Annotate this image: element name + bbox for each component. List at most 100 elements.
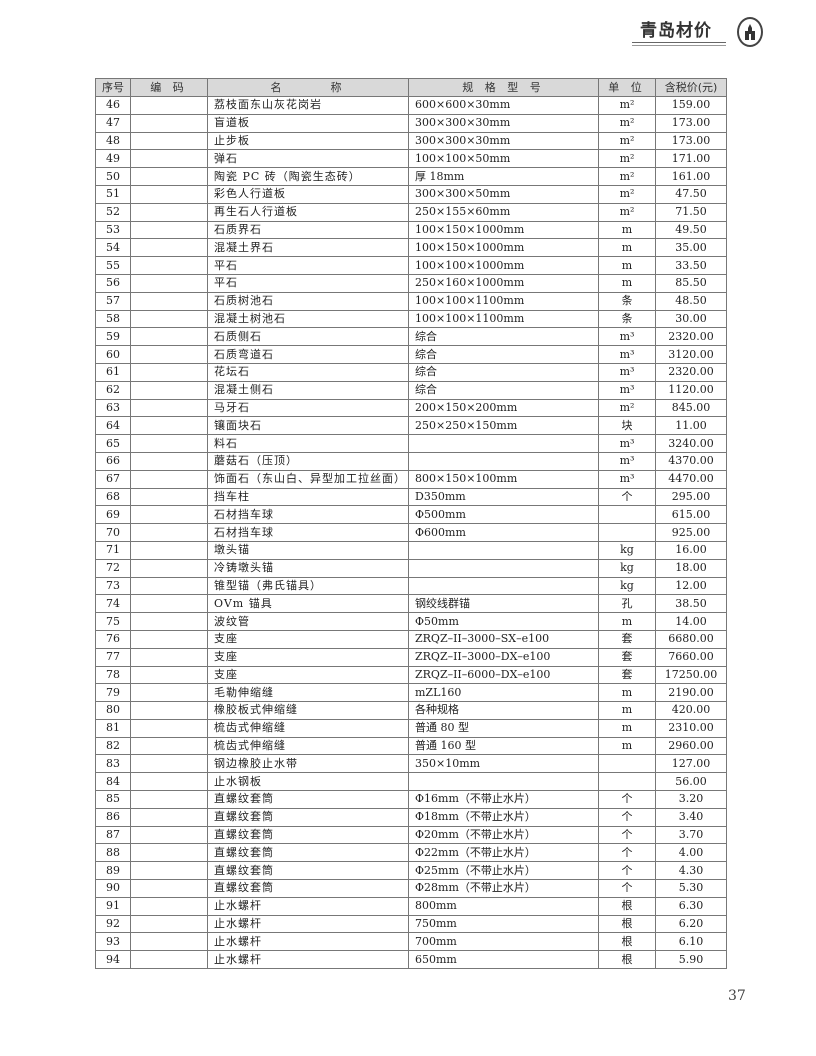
- table-row: 47 盲道板 300×300×30mm m² 173.00: [95, 113, 727, 133]
- cell-price: 3240.00: [655, 434, 727, 453]
- cell-price: 3.40: [655, 807, 727, 827]
- cell-spec: 250×160×1000mm: [408, 273, 599, 293]
- table-row: 83 钢边橡胶止水带 350×10mm 127.00: [95, 754, 727, 774]
- cell-spec: Φ600mm: [408, 523, 599, 542]
- cell-spec: 300×300×30mm: [408, 113, 599, 133]
- table-row: 60 石质弯道石 综合 m³ 3120.00: [95, 345, 727, 364]
- cell-unit: m: [598, 701, 656, 720]
- cell-spec: 800×150×100mm: [408, 469, 599, 489]
- cell-price: 4.00: [655, 843, 727, 863]
- cell-code: [130, 149, 208, 169]
- cell-name: 梳齿式伸缩缝: [207, 718, 409, 738]
- table-row: 50 陶瓷 PC 砖（陶瓷生态砖）厚 18mm m² 161.00: [95, 167, 727, 186]
- cell-spec: Φ500mm: [408, 505, 599, 525]
- cell-index: 68: [95, 487, 131, 507]
- cell-price: 420.00: [655, 701, 727, 720]
- table-row: 46 荔枝面东山灰花岗岩 600×600×30mm m² 159.00: [95, 96, 727, 115]
- cell-index: 74: [95, 594, 131, 614]
- cell-unit: [598, 505, 656, 525]
- cell-name: 盲道板: [207, 113, 409, 133]
- cell-spec: Φ25mm（不带止水片）: [408, 861, 599, 881]
- table-row: 72 冷铸墩头锚 kg 18.00: [95, 558, 727, 578]
- cell-name: 石质树池石: [207, 291, 409, 311]
- table-row: 61 花坛石 综合 m³ 2320.00: [95, 362, 727, 382]
- cell-code: [130, 327, 208, 347]
- cell-name: 马牙石: [207, 398, 409, 418]
- cell-unit: m: [598, 238, 656, 258]
- cell-unit: 条: [598, 291, 656, 311]
- cell-name: 锥型锚（弗氏锚具）: [207, 576, 409, 596]
- cell-unit: m: [598, 273, 656, 293]
- cell-price: 11.00: [655, 416, 727, 436]
- cell-price: 5.30: [655, 879, 727, 898]
- cell-price: 38.50: [655, 594, 727, 614]
- header-code: 编 码: [130, 78, 208, 97]
- cell-name: 直螺纹套筒: [207, 807, 409, 827]
- cell-unit: m²: [598, 96, 656, 115]
- table-row: 87 直螺纹套筒 Φ20mm（不带止水片）个 3.70: [95, 825, 727, 845]
- cell-price: 845.00: [655, 398, 727, 418]
- table-row: 77 支座 ZRQZ–II–3000–DX–e100 套 7660.00: [95, 647, 727, 667]
- cell-spec: [408, 558, 599, 578]
- cell-spec: ZRQZ–II–3000–DX–e100: [408, 647, 599, 667]
- table-row: 78 支座 ZRQZ–II–6000–DX–e100 套 17250.00: [95, 665, 727, 685]
- cell-spec: 650mm: [408, 950, 599, 970]
- cell-code: [130, 879, 208, 898]
- cell-unit: m: [598, 256, 656, 275]
- brand-underline: [632, 42, 726, 46]
- cell-index: 79: [95, 683, 131, 703]
- cell-price: 47.50: [655, 184, 727, 204]
- cell-spec: [408, 451, 599, 471]
- table-row: 59 石质侧石 综合 m³ 2320.00: [95, 327, 727, 347]
- cell-unit: m³: [598, 345, 656, 364]
- cell-index: 77: [95, 647, 131, 667]
- cell-spec: [408, 540, 599, 560]
- cell-code: [130, 434, 208, 453]
- cell-code: [130, 683, 208, 703]
- cell-unit: [598, 772, 656, 792]
- table-row: 76 支座 ZRQZ–II–3000–SX–e100 套 6680.00: [95, 629, 727, 649]
- cell-spec: 100×150×1000mm: [408, 220, 599, 240]
- cell-code: [130, 932, 208, 952]
- table-row: 65 料石 m³ 3240.00: [95, 434, 727, 453]
- cell-name: 混凝土树池石: [207, 309, 409, 329]
- cell-index: 52: [95, 202, 131, 222]
- cell-code: [130, 612, 208, 631]
- table-row: 89 直螺纹套筒 Φ25mm（不带止水片）个 4.30: [95, 861, 727, 881]
- cell-code: [130, 914, 208, 934]
- table-row: 48 止步板 300×300×30mm m² 173.00: [95, 131, 727, 151]
- cell-spec: Φ28mm（不带止水片）: [408, 879, 599, 898]
- cell-price: 85.50: [655, 273, 727, 293]
- cell-code: [130, 505, 208, 525]
- cell-name: 石材挡车球: [207, 505, 409, 525]
- cell-code: [130, 647, 208, 667]
- cell-spec: 厚 18mm: [408, 167, 599, 186]
- cell-price: 1120.00: [655, 380, 727, 400]
- table-row: 91 止水螺杆 800mm 根 6.30: [95, 896, 727, 916]
- cell-name: 橡胶板式伸缩缝: [207, 701, 409, 720]
- cell-price: 49.50: [655, 220, 727, 240]
- cell-spec: 综合: [408, 345, 599, 364]
- cell-name: 直螺纹套筒: [207, 825, 409, 845]
- cell-code: [130, 754, 208, 774]
- cell-name: 彩色人行道板: [207, 184, 409, 204]
- header-spec: 规 格 型 号: [408, 78, 599, 97]
- cell-spec: 普通 160 型: [408, 736, 599, 756]
- cell-name: 止水螺杆: [207, 914, 409, 934]
- cell-spec: Φ50mm: [408, 612, 599, 631]
- cell-spec: Φ20mm（不带止水片）: [408, 825, 599, 845]
- cell-spec: 普通 80 型: [408, 718, 599, 738]
- table-row: 86 直螺纹套筒 Φ18mm（不带止水片）个 3.40: [95, 807, 727, 827]
- cell-index: 82: [95, 736, 131, 756]
- cell-unit: m²: [598, 202, 656, 222]
- table-row: 63 马牙石 200×150×200mm m² 845.00: [95, 398, 727, 418]
- table-row: 62 混凝土侧石 综合 m³ 1120.00: [95, 380, 727, 400]
- building-emblem-icon: [737, 17, 763, 47]
- cell-price: 3120.00: [655, 345, 727, 364]
- cell-code: [130, 416, 208, 436]
- cell-price: 173.00: [655, 131, 727, 151]
- cell-price: 127.00: [655, 754, 727, 774]
- table-row: 71 墩头锚 kg 16.00: [95, 540, 727, 560]
- cell-unit: 个: [598, 807, 656, 827]
- cell-unit: 根: [598, 950, 656, 970]
